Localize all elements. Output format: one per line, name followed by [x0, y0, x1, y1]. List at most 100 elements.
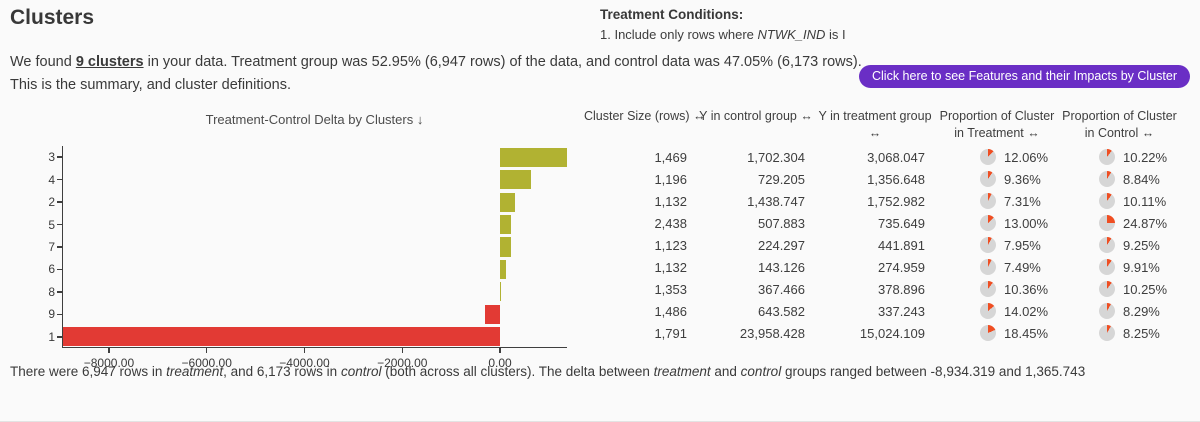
- proportion-value: 14.02%: [1004, 303, 1049, 319]
- cell-prop-treatment: 7.49%: [935, 259, 1059, 275]
- delta-bar: [500, 282, 501, 302]
- pie-icon: [980, 303, 996, 319]
- y-axis-category-label: 9: [48, 307, 55, 322]
- table-row: 2,438 507.883 735.649 13.00% 24.87%: [583, 212, 1180, 234]
- cell-prop-treatment: 10.36%: [935, 281, 1059, 297]
- table-row: 1,486 643.582 337.243 14.02% 8.29%: [583, 300, 1180, 322]
- text-segment: treatment: [166, 364, 224, 379]
- delta-bar: [500, 192, 516, 212]
- y-axis-category-label: 3: [48, 150, 55, 165]
- table-row: 1,132 1,438.747 1,752.982 7.31% 10.11%: [583, 190, 1180, 212]
- cell-cluster-size: 1,791: [654, 325, 687, 341]
- y-axis-category-label: 7: [48, 240, 55, 254]
- cell-prop-control: 9.91%: [1059, 259, 1180, 275]
- cell-cluster-size: 1,132: [654, 193, 687, 209]
- cluster-table: Cluster Size (rows) ↔ Y in control group …: [583, 106, 1180, 344]
- cell-y-control: 1,702.304: [747, 149, 805, 165]
- text-segment: in your data. Treatment group was 52.95%…: [143, 54, 862, 70]
- cell-y-control: 224.297: [758, 237, 805, 253]
- cell-y-treatment: 15,024.109: [859, 325, 925, 341]
- text-segment: control: [340, 364, 382, 379]
- pie-icon: [1099, 303, 1115, 319]
- proportion-value: 10.22%: [1123, 149, 1168, 165]
- cell-prop-control: 8.29%: [1059, 303, 1180, 319]
- text-segment: treatment: [653, 364, 711, 379]
- cell-y-treatment: 1,752.982: [867, 193, 925, 209]
- column-header-line: Cluster Size (rows) ↔: [584, 109, 706, 123]
- chart-title[interactable]: Treatment-Control Delta by Clusters ↓: [205, 112, 424, 127]
- features-impacts-button[interactable]: Click here to see Features and their Imp…: [859, 65, 1190, 88]
- text-segment: control: [740, 364, 782, 379]
- cell-y-treatment: 274.959: [878, 259, 925, 275]
- delta-bar: [63, 327, 501, 347]
- proportion-value: 10.36%: [1004, 281, 1049, 297]
- cell-prop-control: 9.25%: [1059, 237, 1180, 253]
- pie-icon: [980, 149, 996, 165]
- y-axis-category-label: 5: [48, 217, 55, 232]
- x-axis-tick-label: −2000.00: [377, 356, 428, 370]
- text-segment: and: [710, 364, 741, 379]
- summary-text: We found 9 clusters in your data. Treatm…: [10, 54, 1190, 93]
- chart-plot-area: 3 4 2 5 7 6 8 9 1 −8000.00 −6000.00 −4000.00 −2000.0…: [48, 146, 567, 370]
- summary-line-2: This is the summary, and cluster definit…: [10, 77, 291, 93]
- cell-y-control: 643.582: [758, 303, 805, 319]
- column-header[interactable]: Y in treatment group ↔: [815, 108, 935, 142]
- delta-bar: [500, 170, 531, 190]
- proportion-value: 13.00%: [1004, 215, 1049, 231]
- y-tick-mark: [56, 178, 62, 181]
- table-body: 1,469 1,702.304 3,068.047 12.06% 10.22% 1,196…: [583, 146, 1180, 344]
- y-tick-mark: [56, 246, 62, 248]
- cell-y-control: 367.466: [758, 281, 805, 297]
- cell-y-treatment: 3,068.047: [867, 149, 925, 165]
- cell-y-control: 507.883: [758, 215, 805, 231]
- x-tick-mark: [205, 348, 208, 353]
- pie-icon: [980, 215, 996, 231]
- x-axis-tick-label: −4000.00: [279, 356, 330, 370]
- proportion-value: 8.25%: [1123, 325, 1160, 341]
- table-row: 1,469 1,702.304 3,068.047 12.06% 10.22%: [583, 146, 1180, 168]
- pie-icon: [980, 325, 996, 341]
- proportion-value: 12.06%: [1004, 149, 1049, 165]
- cell-prop-control: 10.11%: [1059, 193, 1180, 209]
- cell-prop-control: 10.22%: [1059, 149, 1180, 165]
- column-header[interactable]: Cluster Size (rows) ↔: [583, 108, 706, 142]
- cell-prop-control: 24.87%: [1059, 215, 1180, 231]
- text-segment: We found: [10, 54, 76, 70]
- pie-icon: [980, 171, 996, 187]
- cell-y-control: 23,958.428: [739, 325, 805, 341]
- y-axis-category-label: 6: [48, 262, 55, 277]
- proportion-value: 7.95%: [1004, 237, 1041, 253]
- text-segment: 9 clusters: [75, 54, 144, 70]
- y-tick-mark: [56, 291, 62, 293]
- x-tick-mark: [108, 348, 110, 353]
- delta-bar: [500, 215, 512, 235]
- top-bar: Clusters Treatment Conditions: 1. Includ…: [10, 6, 1190, 54]
- cell-prop-treatment: 7.31%: [935, 193, 1059, 209]
- delta-bar: [500, 259, 507, 279]
- text-segment: groups ranged between -8,934.319 and 1,3…: [781, 364, 1086, 379]
- proportion-value: 18.45%: [1004, 325, 1049, 341]
- table-row: 1,791 23,958.428 15,024.109 18.45% 8.25%: [583, 322, 1180, 344]
- pie-icon: [1099, 171, 1115, 187]
- table-row: 1,353 367.466 378.896 10.36% 10.25%: [583, 278, 1180, 300]
- pie-icon: [980, 281, 996, 297]
- column-header[interactable]: Proportion of Cluster in Control ↔: [1059, 108, 1180, 142]
- proportion-value: 10.25%: [1123, 281, 1168, 297]
- cell-y-control: 1,438.747: [747, 193, 805, 209]
- y-tick-mark: [56, 313, 62, 316]
- cell-y-treatment: 378.896: [878, 281, 925, 297]
- column-header-line: Proportion of Cluster: [1062, 109, 1177, 123]
- x-tick-mark: [401, 348, 404, 353]
- pie-icon: [980, 237, 996, 253]
- cell-prop-treatment: 12.06%: [935, 149, 1059, 165]
- column-header[interactable]: Proportion of Cluster in Treatment ↔: [935, 108, 1059, 142]
- text-segment: , and 6,173 rows in: [223, 364, 341, 379]
- cell-prop-treatment: 18.45%: [935, 325, 1059, 341]
- delta-bar: [500, 237, 511, 257]
- column-header[interactable]: Y in control group ↔: [697, 108, 815, 142]
- x-axis-tick-label: −6000.00: [181, 356, 232, 370]
- delta-bar: [485, 304, 501, 324]
- treatment-conditions: Treatment Conditions: 1. Include only ro…: [600, 7, 846, 42]
- cell-prop-control: 10.25%: [1059, 281, 1180, 297]
- cell-cluster-size: 1,196: [654, 171, 687, 187]
